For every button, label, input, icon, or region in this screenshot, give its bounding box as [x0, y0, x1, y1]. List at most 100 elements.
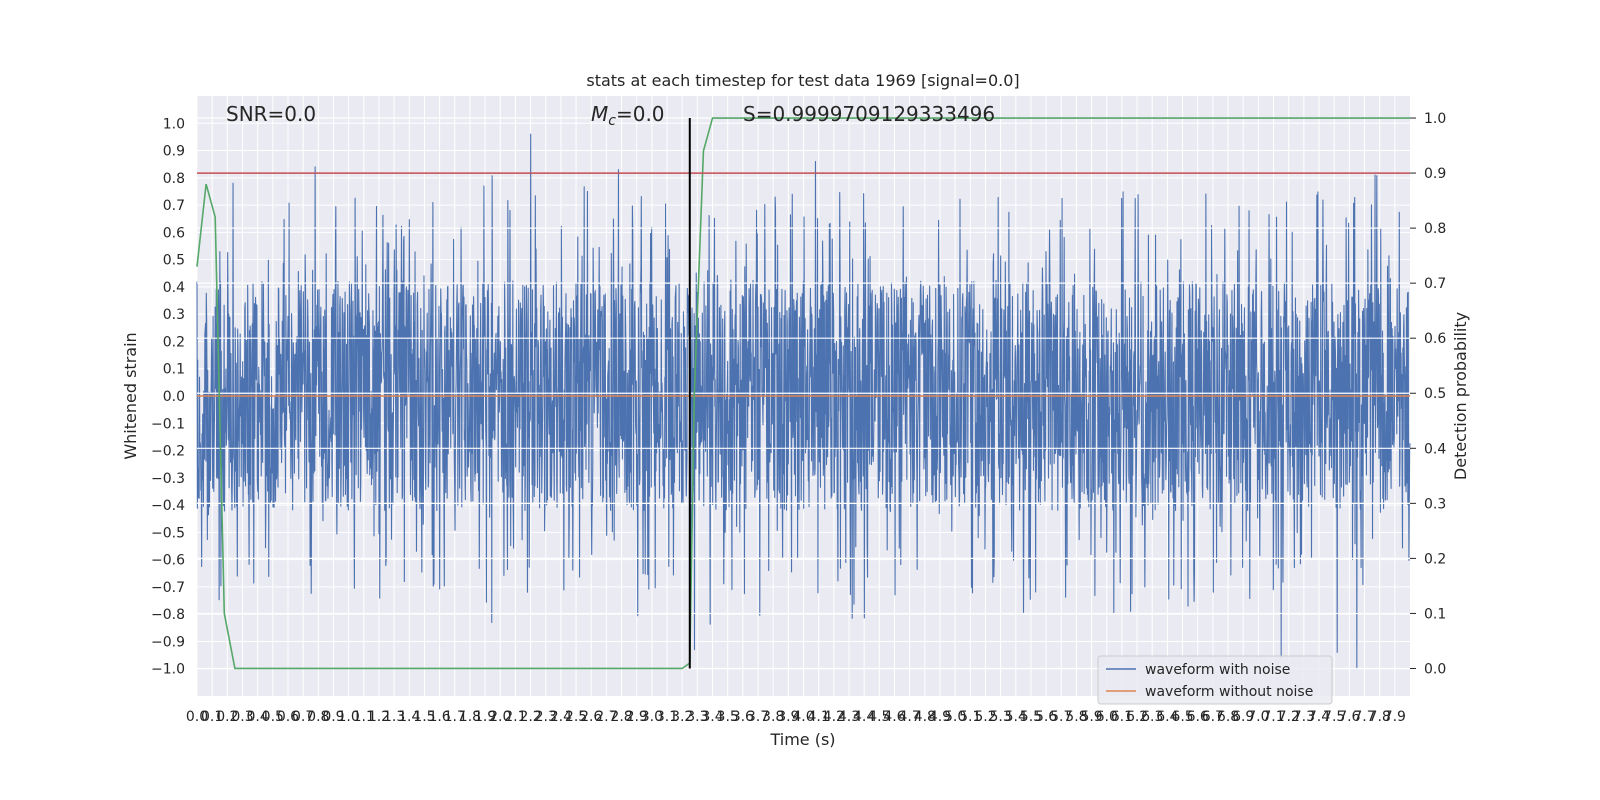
- x-tick-label: 5.3: [989, 709, 1011, 725]
- x-tick-label: 0.7: [292, 709, 314, 725]
- x-tick-label: 4.1: [808, 709, 830, 725]
- y2-tick-label: 0.2: [1424, 551, 1446, 567]
- y2-tick-label: 0.5: [1424, 386, 1446, 402]
- x-tick-label: 3.4: [701, 709, 723, 725]
- x-tick-label: 3.3: [686, 709, 708, 725]
- x-tick-label: 0.6: [277, 709, 299, 725]
- x-tick-label: 7.6: [1338, 709, 1360, 725]
- x-tick-label: 2.4: [550, 709, 572, 725]
- y-axis: −1.0 −0.9 −0.8 −0.7 −0.6 −0.5 −0.4 −0.3 −0.2 −0.1…: [151, 116, 185, 677]
- x-tick-label: 3.9: [777, 709, 799, 725]
- x-tick-label: 7.2: [1278, 709, 1300, 725]
- x-tick-label: 3.8: [762, 709, 784, 725]
- x-tick-label: 2.6: [580, 709, 602, 725]
- y-tick-label: −0.8: [151, 607, 185, 623]
- x-tick-label: 2.1: [504, 709, 526, 725]
- y-tick-label: −0.9: [151, 634, 185, 650]
- x-tick-label: 7.0: [1247, 709, 1269, 725]
- x-tick-label: 3.0: [641, 709, 663, 725]
- x-tick-label: 6.0: [1096, 709, 1118, 725]
- y-tick-label: 0.5: [163, 253, 185, 269]
- x-tick-label: 4.8: [914, 709, 936, 725]
- x-tick-label: 0.3: [231, 709, 253, 725]
- x-tick-label: 4.4: [853, 709, 875, 725]
- legend-label-noise: waveform with noise: [1145, 662, 1290, 678]
- x-tick-label: 6.2: [1126, 709, 1148, 725]
- x-tick-label: 2.3: [535, 709, 557, 725]
- series-waveform-with-noise: [196, 133, 1411, 670]
- y-tick-label: 0.9: [163, 144, 185, 160]
- y-tick-label: −0.4: [151, 498, 185, 514]
- x-tick-label: 5.8: [1065, 709, 1087, 725]
- x-tick-label: 2.8: [610, 709, 632, 725]
- y2-tick-label: 0.1: [1424, 606, 1446, 622]
- annotation-mc-value: =0.0: [616, 102, 665, 126]
- x-tick-label: 0.9: [322, 709, 344, 725]
- legend-label-clean: waveform without noise: [1145, 684, 1313, 700]
- x-tick-label: 1.8: [459, 709, 481, 725]
- x-tick-label: 2.0: [489, 709, 511, 725]
- y-tick-label: 0.8: [163, 171, 185, 187]
- x-tick-label: 4.9: [929, 709, 951, 725]
- x-tick-label: 2.7: [595, 709, 617, 725]
- x-tick-label: 6.4: [1156, 709, 1178, 725]
- x-tick-label: 3.7: [747, 709, 769, 725]
- legend: waveform with noise waveform without noi…: [1097, 655, 1333, 705]
- y-tick-label: −0.2: [151, 444, 185, 460]
- x-tick-label: 1.2: [368, 709, 390, 725]
- x-tick-label: 1.5: [413, 709, 435, 725]
- x-tick-label: 7.5: [1323, 709, 1345, 725]
- x-tick-label: 7.1: [1262, 709, 1284, 725]
- y2-tick-label: 0.0: [1424, 661, 1446, 677]
- plot-area: SNR=0.0 Mc=0.0 S=0.9999709129333496 wave…: [196, 96, 1411, 705]
- x-tick-label: 3.1: [656, 709, 678, 725]
- annotation-mc-symbol: M: [591, 102, 608, 126]
- x-tick-label: 5.9: [1080, 709, 1102, 725]
- x-tick-label: 0.0: [186, 709, 208, 725]
- x-tick-label: 1.0: [337, 709, 359, 725]
- x-tick-label: 5.2: [974, 709, 996, 725]
- x-tick-label: 1.9: [474, 709, 496, 725]
- y-tick-label: −0.1: [151, 416, 185, 432]
- x-tick-label: 5.1: [959, 709, 981, 725]
- x-tick-label: 4.2: [823, 709, 845, 725]
- x-tick-label: 0.2: [216, 709, 238, 725]
- y-tick-label: −0.3: [151, 471, 185, 487]
- x-tick-label: 1.6: [428, 709, 450, 725]
- x-tick-label: 3.6: [732, 709, 754, 725]
- x-tick-label: 5.0: [944, 709, 966, 725]
- y2-axis: 0.0 0.1 0.2 0.3 0.4 0.5 0.6 0.7 0.8 0.9 1.0: [1410, 111, 1446, 677]
- x-tick-label: 3.2: [671, 709, 693, 725]
- y2-tick-label: 0.8: [1424, 221, 1446, 237]
- y-tick-label: −0.5: [151, 525, 185, 541]
- x-tick-label: 6.6: [1187, 709, 1209, 725]
- x-tick-label: 2.9: [626, 709, 648, 725]
- chart-title: stats at each timestep for test data 196…: [586, 71, 1019, 90]
- x-tick-label: 1.1: [353, 709, 375, 725]
- x-tick-label: 5.5: [1020, 709, 1042, 725]
- x-tick-label: 1.4: [398, 709, 420, 725]
- x-tick-label: 5.4: [1005, 709, 1027, 725]
- y-tick-label: −0.6: [151, 553, 185, 569]
- x-axis: 0.00.10.20.30.40.50.60.70.80.91.01.11.21…: [186, 709, 1406, 725]
- x-tick-label: 7.9: [1384, 709, 1406, 725]
- x-tick-label: 7.7: [1353, 709, 1375, 725]
- x-tick-label: 6.1: [1111, 709, 1133, 725]
- x-tick-label: 1.7: [444, 709, 466, 725]
- y-tick-label: −1.0: [151, 662, 185, 678]
- x-tick-label: 6.8: [1217, 709, 1239, 725]
- annotation-mc-sub: c: [608, 113, 616, 129]
- x-tick-label: 2.5: [565, 709, 587, 725]
- x-tick-label: 2.2: [519, 709, 541, 725]
- legend-box: [1097, 655, 1333, 705]
- series-detection-probability: [196, 117, 1410, 670]
- y2-tick-label: 0.6: [1424, 331, 1446, 347]
- x-tick-label: 7.8: [1369, 709, 1391, 725]
- annotation-snr: SNR=0.0: [226, 102, 316, 126]
- x-tick-label: 0.5: [262, 709, 284, 725]
- annotation-mc: Mc=0.0: [591, 102, 665, 129]
- x-tick-label: 6.5: [1171, 709, 1193, 725]
- y-tick-label: 0.4: [163, 280, 185, 296]
- x-tick-label: 6.9: [1232, 709, 1254, 725]
